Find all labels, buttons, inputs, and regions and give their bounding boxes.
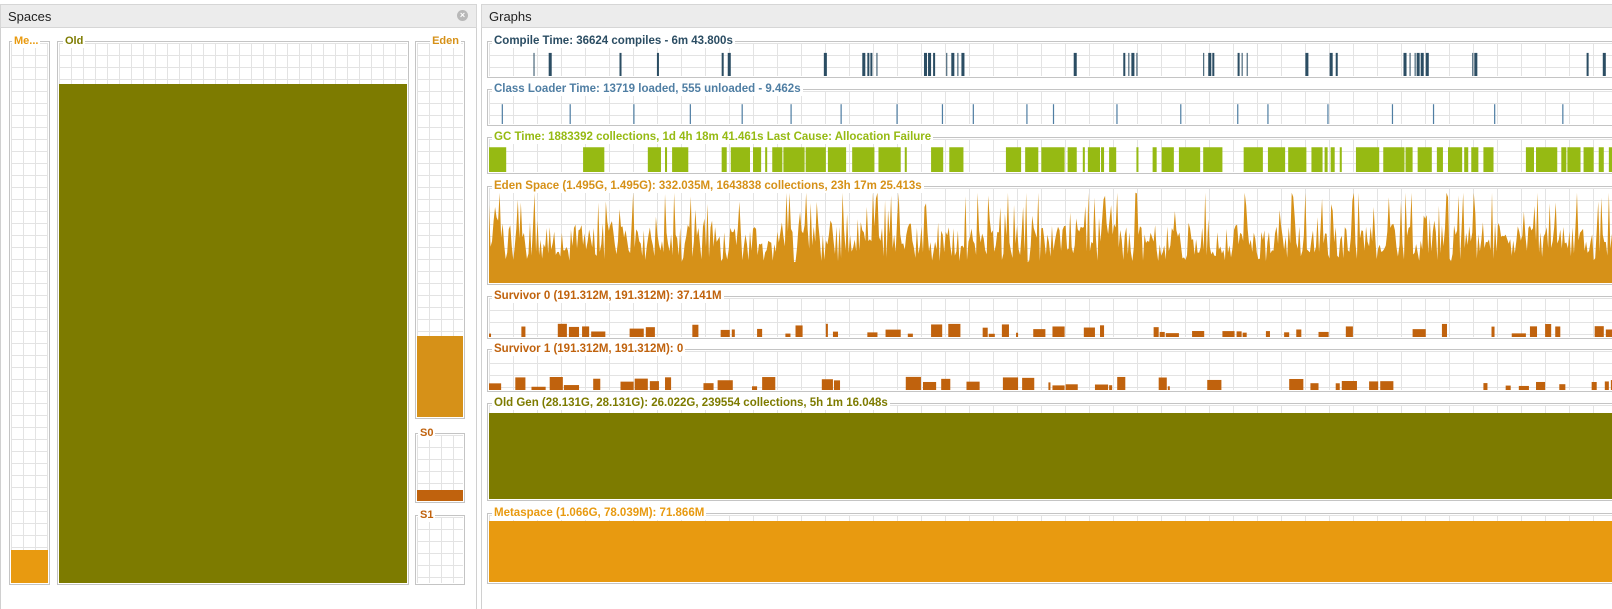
graph-compile-time: Compile Time: 36624 compiles - 6m 43.800…: [487, 34, 1612, 78]
graph-metaspace: Metaspace (1.066G, 78.039M): 71.866M: [487, 506, 1612, 584]
metaspace-graph-fill: [489, 520, 1612, 582]
graph-class-loader-time-label: Class Loader Time: 13719 loaded, 555 unl…: [492, 82, 803, 96]
close-icon[interactable]: ×: [457, 10, 468, 21]
graphs-panel-title: Graphs: [489, 9, 532, 24]
class-loader-plot: [501, 104, 1564, 124]
old-fill: [59, 83, 407, 583]
graph-metaspace-label: Metaspace (1.066G, 78.039M): 71.866M: [492, 506, 707, 520]
graph-survivor-1: Survivor 1 (191.312M, 191.312M): 0: [487, 342, 1612, 392]
space-metaspace: Me...: [9, 34, 50, 585]
survivor-1-plot: [489, 376, 1612, 390]
spaces-panel-title: Spaces: [8, 9, 52, 24]
metaspace-fill: [11, 549, 48, 583]
graph-survivor-1-label: Survivor 1 (191.312M, 191.312M): 0: [492, 342, 686, 356]
space-s0-label: S0: [418, 426, 436, 440]
graph-old-gen: Old Gen (28.131G, 28.131G): 26.022G, 239…: [487, 396, 1612, 501]
space-eden-label: Eden: [430, 34, 461, 48]
space-s1-label: S1: [418, 508, 436, 522]
graph-gc-time-label: GC Time: 1883392 collections, 1d 4h 18m …: [492, 130, 934, 144]
graphs-panel-header: Graphs: [481, 4, 1612, 28]
eden-space-plot: [489, 192, 1612, 283]
space-metaspace-label: Me...: [12, 34, 41, 48]
graph-eden-space-label: Eden Space (1.495G, 1.495G): 332.035M, 1…: [492, 179, 924, 193]
space-eden: Eden: [415, 34, 465, 419]
spaces-panel: Me... Old Eden S0 S1: [0, 28, 477, 609]
graph-compile-time-label: Compile Time: 36624 compiles - 6m 43.800…: [492, 34, 735, 48]
space-old-label: Old: [63, 34, 86, 48]
old-gen-fill: [489, 412, 1612, 499]
survivor-0-plot: [489, 323, 1612, 337]
compile-time-plot: [533, 52, 1606, 76]
space-s0: S0: [415, 426, 465, 503]
space-s1: S1: [415, 508, 465, 585]
s0-fill: [417, 489, 463, 501]
gc-time-plot: [489, 147, 1612, 172]
space-old: Old: [57, 34, 409, 585]
eden-fill: [417, 335, 463, 417]
graph-survivor-0-label: Survivor 0 (191.312M, 191.312M): 37.141M: [492, 289, 724, 303]
graph-survivor-0: Survivor 0 (191.312M, 191.312M): 37.141M: [487, 289, 1612, 339]
graph-old-gen-label: Old Gen (28.131G, 28.131G): 26.022G, 239…: [492, 396, 890, 410]
graph-gc-time: GC Time: 1883392 collections, 1d 4h 18m …: [487, 130, 1612, 174]
graph-class-loader-time: Class Loader Time: 13719 loaded, 555 unl…: [487, 82, 1612, 126]
spaces-panel-header: Spaces ×: [0, 4, 477, 28]
graph-eden-space: Eden Space (1.495G, 1.495G): 332.035M, 1…: [487, 179, 1612, 285]
